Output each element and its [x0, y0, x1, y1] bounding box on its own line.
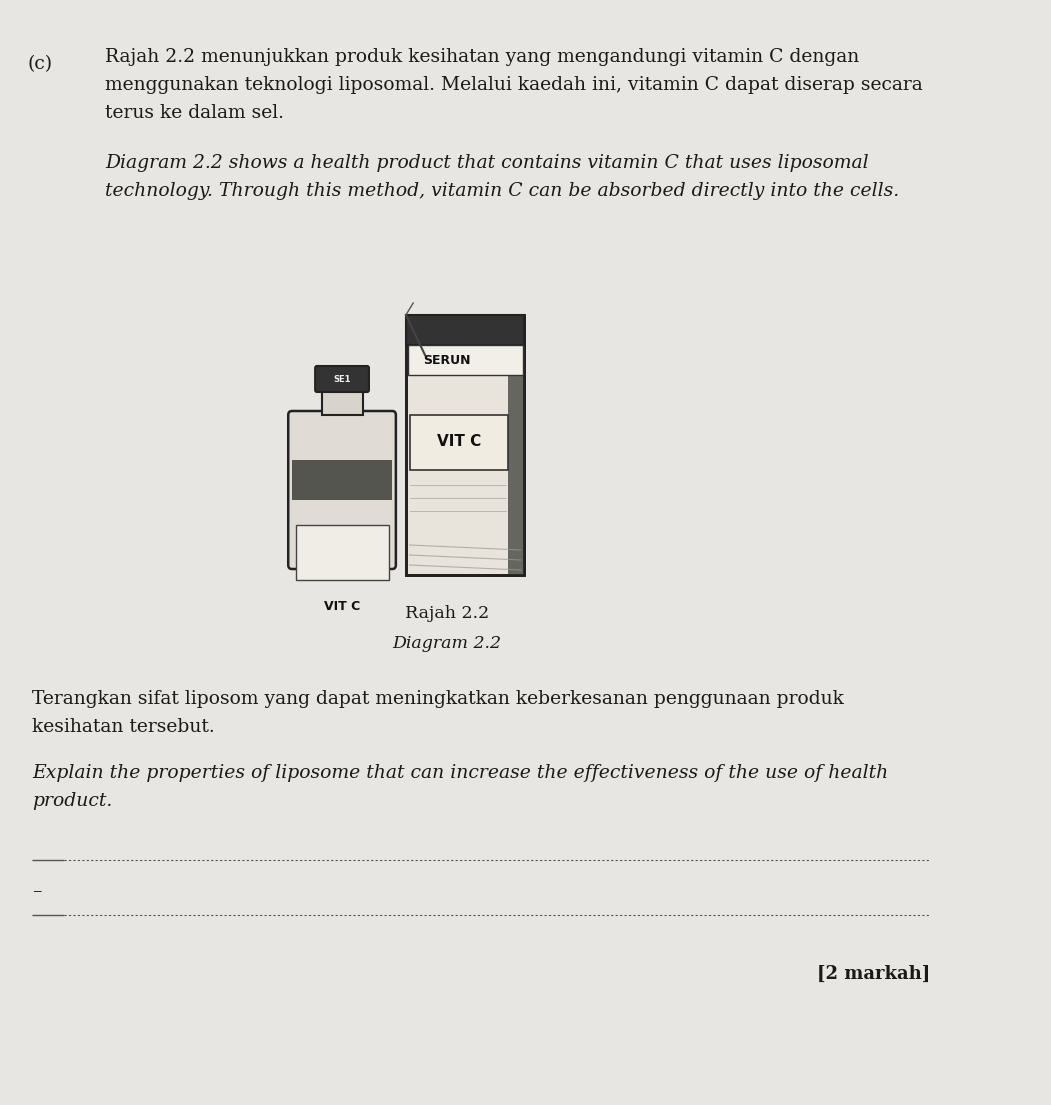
- FancyBboxPatch shape: [288, 411, 396, 569]
- Text: SE1: SE1: [333, 375, 351, 383]
- Text: Rajah 2.2: Rajah 2.2: [405, 606, 489, 622]
- Text: SERUN: SERUN: [424, 354, 471, 367]
- Text: [2 markah]: [2 markah]: [817, 965, 930, 983]
- Text: –: –: [32, 882, 41, 899]
- Text: (c): (c): [27, 55, 53, 73]
- Text: product.: product.: [32, 792, 112, 810]
- Text: kesihatan tersebut.: kesihatan tersebut.: [32, 718, 214, 736]
- Text: Explain the properties of liposome that can increase the effectiveness of the us: Explain the properties of liposome that …: [32, 764, 888, 782]
- Text: technology. Through this method, vitamin C can be absorbed directly into the cel: technology. Through this method, vitamin…: [105, 182, 900, 200]
- Bar: [295, 525, 389, 580]
- Text: menggunakan teknologi liposomal. Melalui kaedah ini, vitamin C dapat diserap sec: menggunakan teknologi liposomal. Melalui…: [105, 76, 923, 94]
- Bar: [408, 345, 522, 375]
- Bar: [322, 390, 363, 415]
- Text: VIT C: VIT C: [324, 600, 360, 613]
- Bar: [508, 315, 524, 575]
- FancyBboxPatch shape: [315, 366, 369, 392]
- Bar: [292, 460, 392, 499]
- Text: VIT C: VIT C: [436, 434, 481, 450]
- Bar: [410, 415, 508, 470]
- Text: Terangkan sifat liposom yang dapat meningkatkan keberkesanan penggunaan produk: Terangkan sifat liposom yang dapat menin…: [32, 690, 844, 708]
- Text: Diagram 2.2: Diagram 2.2: [392, 635, 501, 652]
- Bar: [406, 315, 524, 345]
- Text: Rajah 2.2 menunjukkan produk kesihatan yang mengandungi vitamin C dengan: Rajah 2.2 menunjukkan produk kesihatan y…: [105, 48, 859, 66]
- Text: terus ke dalam sel.: terus ke dalam sel.: [105, 104, 284, 122]
- Bar: [406, 315, 524, 575]
- Text: Diagram 2.2 shows a health product that contains vitamin C that uses liposomal: Diagram 2.2 shows a health product that …: [105, 154, 868, 172]
- Bar: [406, 315, 524, 575]
